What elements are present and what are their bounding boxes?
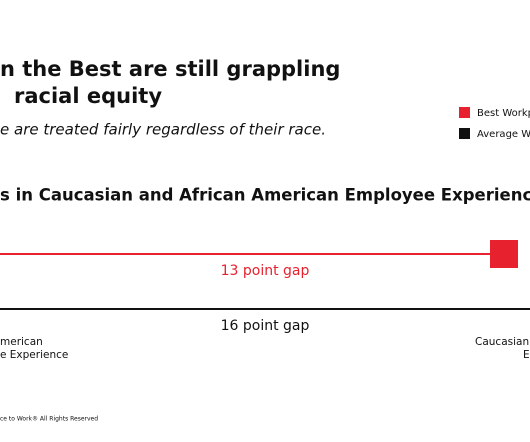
gap-label: 16 point gap [221,318,310,334]
legend-swatch [459,128,470,139]
legend-label: Average W [477,129,530,140]
title-line: n the Best are still grappling [0,57,340,81]
footer: ce to Work® All Rights Reserved [0,416,98,423]
gap-label: 13 point gap [221,263,310,279]
legend-swatch [459,107,470,118]
end-label: e Experience [0,349,68,361]
legend-label: Best Workp [477,108,530,119]
end-label: merican [0,336,43,348]
title-line: racial equity [14,84,162,108]
chart-title: s in Caucasian and African American Empl… [0,186,530,205]
marker [490,240,518,268]
end-label: E [523,349,530,361]
subtitle: e are treated fairly regardless of their… [0,121,326,139]
end-label: Caucasian [475,336,529,348]
